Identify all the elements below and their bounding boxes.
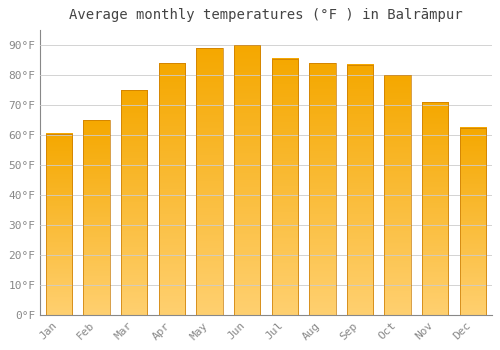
Bar	[84, 120, 110, 315]
Bar	[158, 63, 185, 315]
Bar	[460, 128, 486, 315]
Title: Average monthly temperatures (°F ) in Balrāmpur: Average monthly temperatures (°F ) in Ba…	[69, 8, 462, 22]
Bar	[46, 134, 72, 315]
Bar	[196, 48, 222, 315]
Bar	[234, 46, 260, 315]
Bar	[309, 63, 336, 315]
Bar	[347, 65, 373, 315]
Bar	[384, 76, 411, 315]
Bar	[121, 90, 148, 315]
Bar	[422, 103, 448, 315]
Bar	[272, 59, 298, 315]
